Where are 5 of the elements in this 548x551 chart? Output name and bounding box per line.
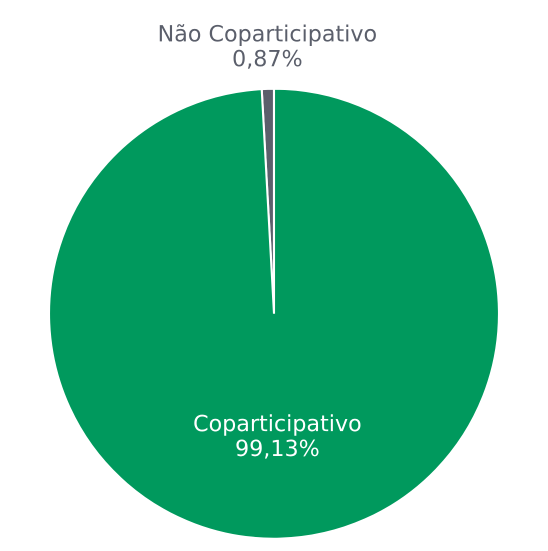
data-label: 99,13% bbox=[236, 440, 319, 459]
slice-label: Coparticipativo bbox=[194, 414, 360, 436]
pie-slice bbox=[48, 88, 500, 540]
slice-label: Não Coparticipativo bbox=[160, 24, 376, 46]
data-label: 0,87% bbox=[234, 50, 302, 69]
